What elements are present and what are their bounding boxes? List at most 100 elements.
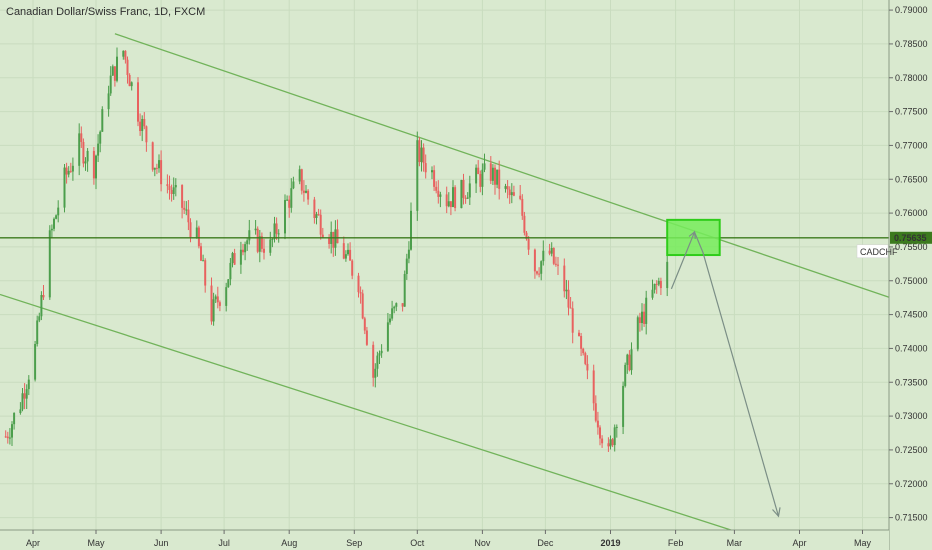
candle-body [292, 181, 295, 189]
x-tick-label: Apr [26, 538, 40, 548]
candle-body [78, 133, 81, 166]
candle-body [527, 239, 530, 250]
candle-body [622, 385, 625, 427]
channel-lines[interactable] [0, 33, 890, 531]
y-tick-label: 0.78500 [895, 39, 928, 49]
upper-channel-line[interactable] [114, 33, 890, 298]
candle-body [479, 174, 482, 187]
price-axis-background [889, 0, 932, 550]
candle-body [449, 201, 452, 208]
candle-body [139, 121, 142, 131]
lower-channel-line[interactable] [0, 293, 732, 531]
candle-body [483, 163, 486, 170]
candle-body [109, 75, 112, 94]
candle-body [256, 228, 259, 252]
candle-body [508, 189, 511, 196]
candle-body [666, 261, 669, 289]
x-tick-label: Dec [537, 538, 554, 548]
annotations[interactable] [0, 218, 889, 518]
candle-body [6, 436, 9, 439]
candle-body [36, 320, 39, 345]
candle-body [69, 170, 72, 172]
candle-body [641, 311, 643, 324]
candle-body [48, 230, 51, 298]
candle-body [651, 289, 654, 298]
candle-body [536, 271, 538, 274]
candle-body [189, 222, 192, 238]
candle-body [172, 187, 175, 194]
candle-body [277, 233, 280, 235]
candle-body [42, 295, 45, 298]
candle-body [491, 167, 494, 181]
candle-body [349, 249, 352, 261]
y-tick-label: 0.77500 [895, 107, 928, 117]
candle-body [565, 289, 568, 292]
candle-body [372, 344, 375, 378]
x-tick-label: Nov [474, 538, 491, 548]
candle-body [239, 249, 242, 265]
candle-body [643, 311, 646, 324]
candle-body [571, 308, 574, 333]
candle-body [466, 197, 469, 199]
candle-body [218, 302, 221, 306]
x-tick-label: Oct [410, 538, 425, 548]
time-axis-background [0, 530, 889, 550]
candle-body [418, 140, 421, 163]
forecast-arrow-path[interactable] [670, 230, 780, 517]
candle-body [71, 165, 74, 172]
candle-body [25, 389, 28, 399]
x-tick-label: Jul [218, 538, 230, 548]
candle-body [653, 283, 656, 290]
target-zone-box[interactable] [666, 218, 721, 257]
y-tick-label: 0.76500 [895, 174, 928, 184]
candle-body [95, 155, 97, 179]
x-tick-label: May [854, 538, 872, 548]
candle-body [351, 260, 354, 276]
candle-body [40, 295, 43, 317]
x-tick-label: Mar [727, 538, 743, 548]
candle-body [50, 228, 53, 231]
candle-body [374, 368, 377, 378]
y-tick-label: 0.76000 [895, 208, 928, 218]
candle-body [97, 143, 100, 156]
y-tick-label: 0.79000 [895, 5, 928, 15]
time-axis[interactable]: Apr May Jun Jul Aug Sep Oct Nov Dec 2019 Feb Mar Apr… [0, 529, 889, 550]
candle-body [433, 170, 436, 187]
candle-body [63, 167, 66, 208]
candle-body [254, 228, 257, 231]
candle-body [586, 363, 589, 371]
candle-body [27, 379, 30, 390]
candle-body [460, 179, 463, 209]
candle-body [34, 344, 37, 380]
x-tick-label: May [87, 538, 105, 548]
candle-body [519, 195, 522, 199]
candle-body [584, 353, 587, 364]
candle-body [155, 167, 158, 169]
candle-body [124, 50, 127, 60]
candle-body [38, 316, 41, 321]
candle-body [599, 427, 601, 439]
candle-body [403, 274, 406, 307]
candle-body [99, 131, 102, 144]
symbol-label-box[interactable] [856, 244, 889, 259]
candle-body [233, 253, 236, 265]
candle-body [401, 303, 404, 307]
y-tick-label: 0.73000 [895, 411, 928, 421]
candle-body [582, 348, 585, 354]
candle-body [521, 198, 524, 216]
candle-body [613, 427, 616, 446]
candle-body [273, 223, 276, 239]
candle-body [271, 238, 274, 240]
candle-body [645, 297, 648, 324]
price-axis[interactable]: 0.79000 0.78500 0.78000 0.77500 0.77000 0.765… [856, 0, 932, 550]
candle-body [170, 189, 173, 194]
candle-body [130, 82, 133, 87]
candle-body [550, 247, 553, 254]
candle-body [510, 192, 513, 196]
candle-body [420, 147, 423, 163]
candle-body [380, 350, 383, 354]
candle-body [567, 289, 570, 308]
candle-body [378, 353, 381, 356]
